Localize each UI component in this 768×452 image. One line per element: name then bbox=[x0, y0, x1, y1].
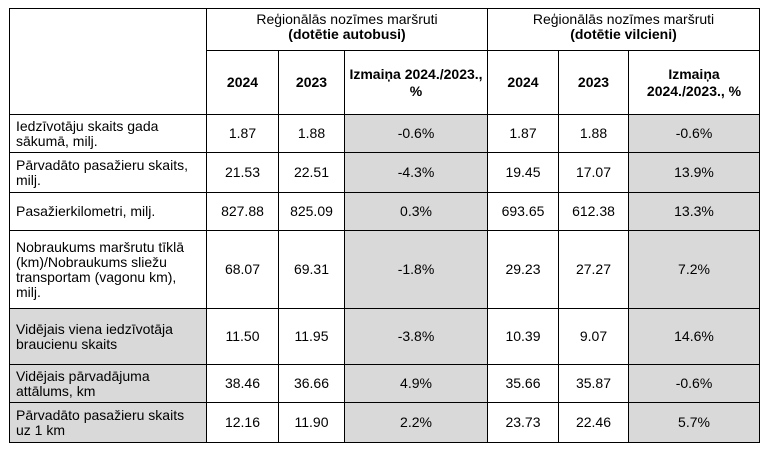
row-label: Nobraukums maršrutu tīklā (km)/Nobraukum… bbox=[9, 230, 207, 309]
row-label: Pasažierkilometri, milj. bbox=[9, 192, 207, 231]
bus-change-value: 2.2% bbox=[344, 402, 488, 443]
train-2024-value: 19.45 bbox=[487, 152, 559, 193]
header-group-train: Reģionālās nozīmes maršruti (dotētie vil… bbox=[487, 8, 760, 51]
bus-2023-value: 36.66 bbox=[278, 364, 345, 403]
train-2024-value: 23.73 bbox=[487, 402, 559, 443]
bus-2024-value: 12.16 bbox=[206, 402, 279, 443]
header-corner-cell bbox=[9, 8, 207, 115]
train-change-value: 13.9% bbox=[628, 152, 760, 193]
train-2023-value: 612.38 bbox=[558, 192, 629, 231]
train-change-value: 5.7% bbox=[628, 402, 760, 443]
table-container: Reģionālās nozīmes maršruti (dotētie aut… bbox=[9, 8, 760, 443]
train-2023-value: 1.88 bbox=[558, 114, 629, 153]
bus-2023-value: 69.31 bbox=[278, 230, 345, 309]
bus-2024-value: 827.88 bbox=[206, 192, 279, 231]
header-bus-year-2024: 2024 bbox=[206, 50, 279, 115]
row-label: Pārvadāto pasažieru skaits, milj. bbox=[9, 152, 207, 193]
header-train-year-2023: 2023 bbox=[558, 50, 629, 115]
row-label: Iedzīvotāju skaits gada sākumā, milj. bbox=[9, 114, 207, 153]
bus-change-value: -0.6% bbox=[344, 114, 488, 153]
group-train-title: Reģionālās nozīmes maršruti bbox=[532, 11, 715, 27]
train-2024-value: 35.66 bbox=[487, 364, 559, 403]
bus-change-value: 4.9% bbox=[344, 364, 488, 403]
statistics-table: Reģionālās nozīmes maršruti (dotētie aut… bbox=[9, 8, 760, 443]
bus-2023-value: 11.90 bbox=[278, 402, 345, 443]
train-2024-value: 693.65 bbox=[487, 192, 559, 231]
bus-2023-value: 22.51 bbox=[278, 152, 345, 193]
train-2023-value: 27.27 bbox=[558, 230, 629, 309]
bus-change-value: -1.8% bbox=[344, 230, 488, 309]
train-change-value: -0.6% bbox=[628, 364, 760, 403]
header-year-row: 2024 2023 Izmaiņa 2024./2023., % 2024 20… bbox=[10, 50, 760, 115]
bus-change-value: 0.3% bbox=[344, 192, 488, 231]
row-label: Vidējais viena iedzīvotāja braucienu ska… bbox=[9, 308, 207, 365]
bus-2023-value: 1.88 bbox=[278, 114, 345, 153]
table-row: Pasažierkilometri, milj. 827.88 825.09 0… bbox=[9, 192, 760, 231]
bus-2024-value: 68.07 bbox=[206, 230, 279, 309]
table-row: Pārvadāto pasažieru skaits, milj. 21.53 … bbox=[9, 152, 760, 193]
bus-2023-value: 11.95 bbox=[278, 308, 345, 365]
header-group-row: Reģionālās nozīmes maršruti (dotētie aut… bbox=[9, 8, 760, 115]
group-bus-title: Reģionālās nozīmes maršruti bbox=[256, 11, 438, 27]
bus-2024-value: 1.87 bbox=[206, 114, 279, 153]
header-train-change: Izmaiņa 2024./2023., % bbox=[628, 50, 760, 115]
train-2024-value: 1.87 bbox=[487, 114, 559, 153]
table-row: Vidējais viena iedzīvotāja braucienu ska… bbox=[9, 308, 760, 365]
header-bus-change: Izmaiņa 2024./2023., % bbox=[344, 50, 488, 115]
table-row: Nobraukums maršrutu tīklā (km)/Nobraukum… bbox=[9, 230, 760, 309]
train-change-value: -0.6% bbox=[628, 114, 760, 153]
header-group-bus: Reģionālās nozīmes maršruti (dotētie aut… bbox=[206, 8, 488, 51]
train-change-value: 7.2% bbox=[628, 230, 760, 309]
train-2023-value: 17.07 bbox=[558, 152, 629, 193]
group-train-subtitle: (dotētie vilcieni) bbox=[570, 26, 677, 42]
train-2023-value: 22.46 bbox=[558, 402, 629, 443]
bus-change-value: -4.3% bbox=[344, 152, 488, 193]
train-2024-value: 29.23 bbox=[487, 230, 559, 309]
train-2023-value: 35.87 bbox=[558, 364, 629, 403]
table-row: Pārvadāto pasažieru skaits uz 1 km 12.16… bbox=[9, 402, 760, 443]
header-bus-year-2023: 2023 bbox=[278, 50, 345, 115]
train-2023-value: 9.07 bbox=[558, 308, 629, 365]
group-bus-subtitle: (dotētie autobusi) bbox=[288, 26, 406, 42]
bus-2024-value: 38.46 bbox=[206, 364, 279, 403]
bus-change-value: -3.8% bbox=[344, 308, 488, 365]
header-train-year-2024: 2024 bbox=[487, 50, 559, 115]
bus-2024-value: 11.50 bbox=[206, 308, 279, 365]
table-row: Iedzīvotāju skaits gada sākumā, milj. 1.… bbox=[9, 114, 760, 153]
row-label: Vidējais pārvadājuma attālums, km bbox=[9, 364, 207, 403]
train-change-value: 13.3% bbox=[628, 192, 760, 231]
train-change-value: 14.6% bbox=[628, 308, 760, 365]
bus-2024-value: 21.53 bbox=[206, 152, 279, 193]
bus-2023-value: 825.09 bbox=[278, 192, 345, 231]
row-label: Pārvadāto pasažieru skaits uz 1 km bbox=[9, 402, 207, 443]
table-row: Vidējais pārvadājuma attālums, km 38.46 … bbox=[9, 364, 760, 403]
train-2024-value: 10.39 bbox=[487, 308, 559, 365]
